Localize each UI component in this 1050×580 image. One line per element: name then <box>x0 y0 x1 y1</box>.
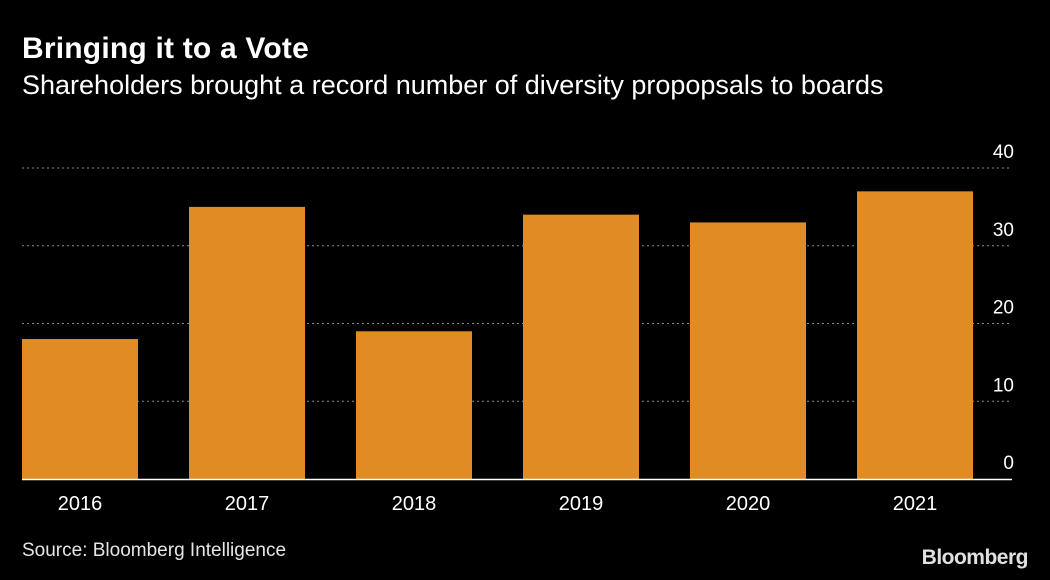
bar-2019 <box>523 214 639 479</box>
bar-2020 <box>690 222 806 480</box>
x-tick-label-2019: 2019 <box>559 493 604 515</box>
x-tick-label-2021: 2021 <box>893 493 938 515</box>
x-tick-label-2020: 2020 <box>726 493 771 515</box>
source-note: Source: Bloomberg Intelligence <box>22 540 287 561</box>
x-tick-label-2017: 2017 <box>225 493 270 515</box>
bar-2021 <box>857 191 973 479</box>
y-tick-label-40: 40 <box>993 142 1014 163</box>
y-tick-label-10: 10 <box>993 375 1014 396</box>
bar-2016 <box>22 339 138 479</box>
y-tick-label-30: 30 <box>993 220 1014 241</box>
bar-2018 <box>356 331 472 479</box>
chart-title: Bringing it to a Vote <box>22 32 309 65</box>
chart-subtitle: Shareholders brought a record number of … <box>22 70 884 100</box>
bloomberg-logo: Bloomberg <box>921 546 1029 569</box>
y-tick-label-0: 0 <box>1003 453 1014 474</box>
x-tick-label-2018: 2018 <box>392 493 437 515</box>
x-tick-label-2016: 2016 <box>58 493 103 515</box>
y-tick-label-20: 20 <box>993 298 1014 319</box>
bar-2017 <box>189 206 305 479</box>
